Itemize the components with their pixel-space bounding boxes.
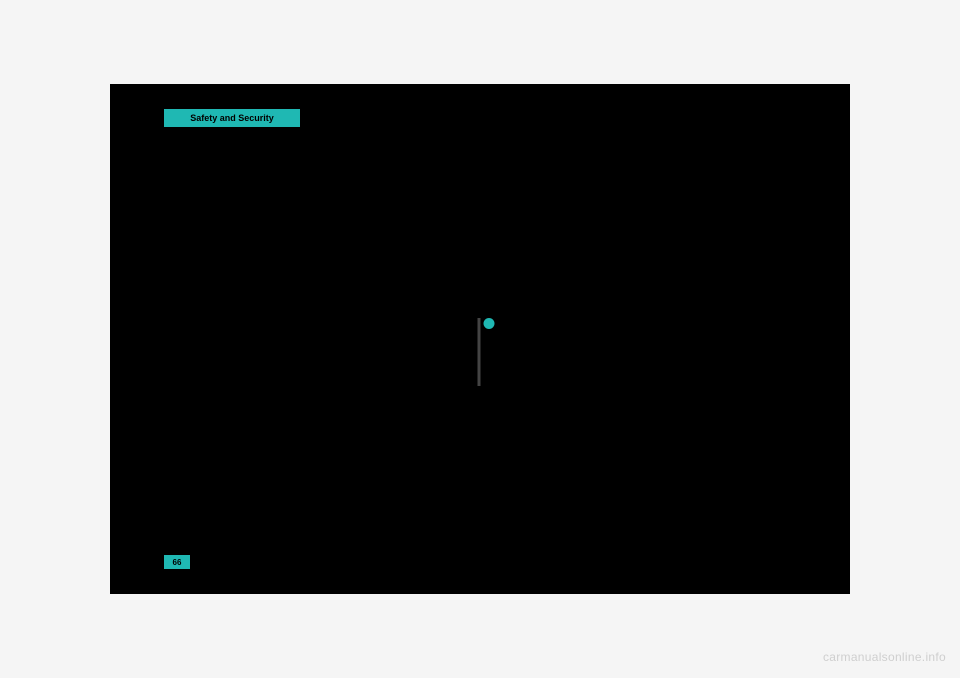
- info-callout-bar: [478, 318, 481, 386]
- section-tab-label: Safety and Security: [190, 113, 274, 123]
- manual-page: Safety and Security 66: [110, 84, 850, 594]
- info-icon: [484, 318, 495, 329]
- page-number-value: 66: [173, 558, 182, 567]
- watermark-text: carmanualsonline.info: [823, 650, 946, 664]
- section-tab: Safety and Security: [164, 109, 300, 127]
- page-number-badge: 66: [164, 555, 190, 569]
